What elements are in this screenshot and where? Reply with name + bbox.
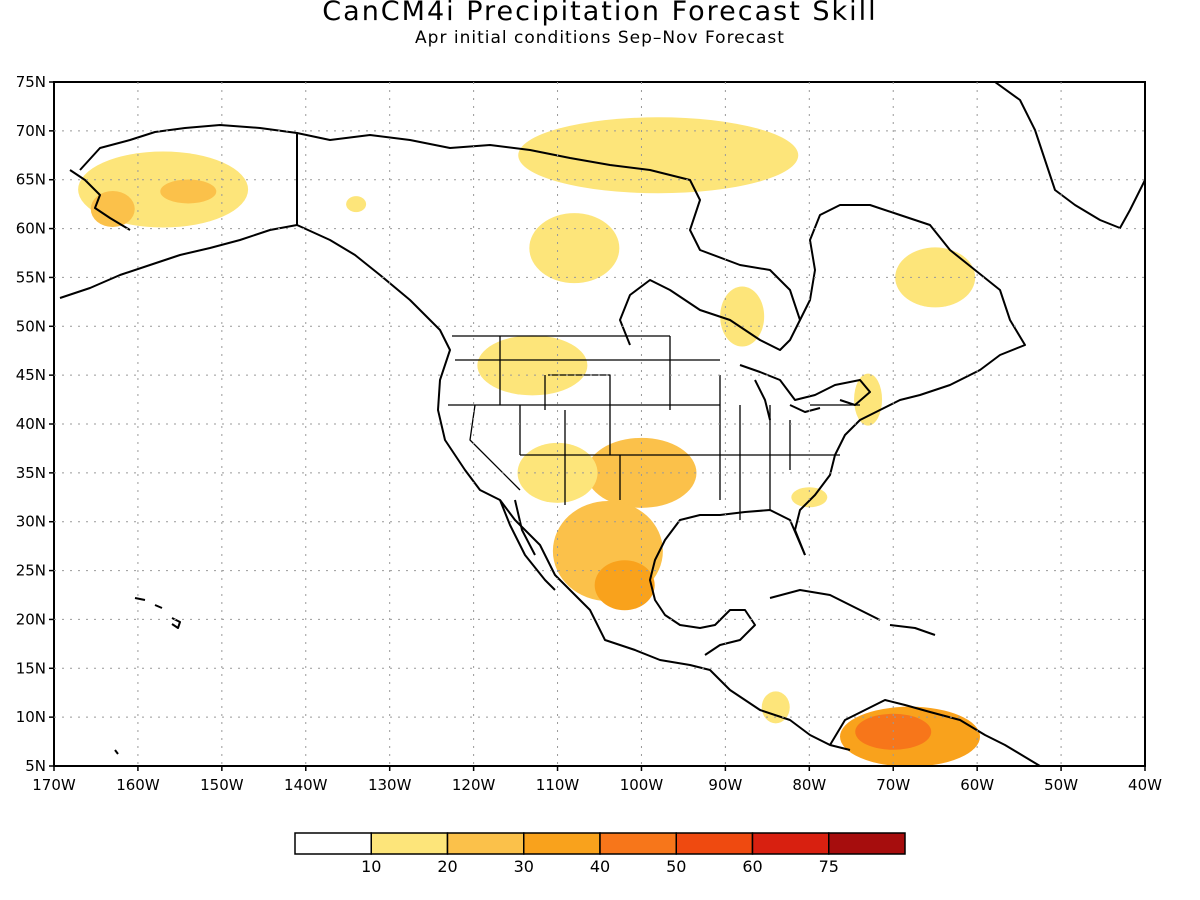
skill-shading-layer xyxy=(78,117,980,766)
colorbar-swatch xyxy=(523,832,601,855)
map-subtitle: Apr initial conditions Sep–Nov Forecast xyxy=(415,28,785,48)
skill-region-northern-rockies xyxy=(477,335,588,396)
graticule xyxy=(54,82,1145,766)
colorbar-swatch xyxy=(294,832,372,855)
skill-region-hudson-patch xyxy=(720,286,765,347)
lat-tick-label: 50N xyxy=(16,317,46,335)
lat-tick-label: 10N xyxy=(16,708,46,726)
lat-tick-label: 45N xyxy=(16,366,46,384)
skill-region-northeast-us xyxy=(854,373,883,426)
colorbar-swatch xyxy=(599,832,677,855)
baja-coastline xyxy=(499,499,556,591)
lon-tick-label: 110W xyxy=(536,776,580,794)
us-state-boundaries xyxy=(448,335,860,520)
lon-tick-label: 100W xyxy=(620,776,664,794)
hispaniola-coastline xyxy=(889,624,936,636)
skill-region-southwest-alaska xyxy=(90,191,135,228)
alaska-peninsula-coastline xyxy=(59,169,298,299)
lat-tick-label: 55N xyxy=(16,268,46,286)
map-plot-area xyxy=(53,81,1146,767)
greenland-coastline xyxy=(994,82,1145,229)
lat-tick-label: 25N xyxy=(16,562,46,580)
skill-region-colorado-plateau xyxy=(517,442,598,503)
alaska-coastline xyxy=(79,124,851,751)
colorbar-label: 40 xyxy=(590,857,610,876)
cuba-coastline xyxy=(769,589,881,621)
lat-tick-label: 75N xyxy=(16,73,46,91)
lat-tick-label: 30N xyxy=(16,513,46,531)
lon-tick-label: 140W xyxy=(284,776,328,794)
colorbar-swatch xyxy=(828,832,906,855)
colorbar-label: 50 xyxy=(666,857,686,876)
skill-region-northwest-territories xyxy=(529,213,620,284)
colorbar-label: 10 xyxy=(361,857,381,876)
great-lakes-coastline xyxy=(739,364,871,421)
colorbar-label: 20 xyxy=(437,857,457,876)
lon-tick-label: 70W xyxy=(876,776,910,794)
lon-tick-label: 40W xyxy=(1128,776,1162,794)
lat-tick-label: 70N xyxy=(16,122,46,140)
lat-tick-label: 5N xyxy=(25,757,46,775)
coastlines-layer xyxy=(59,82,1145,766)
hawaii-coastline xyxy=(114,597,181,755)
lat-tick-label: 40N xyxy=(16,415,46,433)
canada-arctic-coastline xyxy=(296,132,801,351)
lat-tick-label: 60N xyxy=(16,220,46,238)
colorbar-swatch xyxy=(751,832,830,855)
lon-tick-label: 60W xyxy=(960,776,994,794)
skill-region-alaska-core xyxy=(160,179,217,204)
latitude-tick-labels: 5N 10N 15N 20N 25N 30N 35N 40N 45N 50N 55N 60N 65N 70… xyxy=(16,73,54,775)
lon-tick-label: 90W xyxy=(708,776,742,794)
longitude-tick-labels: 170W 160W 150W 140W 130W 120W 110W 100W 90W 80W 70… xyxy=(32,766,1162,794)
map-title: CanCM4i Precipitation Forecast Skill xyxy=(322,0,878,27)
skill-region-central-mexico-core xyxy=(594,560,655,611)
lat-tick-label: 65N xyxy=(16,171,46,189)
lon-tick-label: 170W xyxy=(32,776,76,794)
lat-tick-label: 20N xyxy=(16,610,46,628)
skill-region-yukon-patch xyxy=(346,196,367,213)
colorbar-label: 60 xyxy=(742,857,762,876)
skill-region-central-america xyxy=(761,691,790,724)
hudson-bay-east-coastline xyxy=(794,204,1026,556)
lon-tick-label: 80W xyxy=(792,776,826,794)
lon-tick-label: 160W xyxy=(116,776,160,794)
lat-tick-label: 35N xyxy=(16,464,46,482)
gulf-coastline xyxy=(649,509,806,656)
colorbar-swatch xyxy=(446,832,525,855)
lon-tick-label: 150W xyxy=(200,776,244,794)
lon-tick-label: 50W xyxy=(1044,776,1078,794)
colorbar-swatch xyxy=(675,832,754,855)
colorbar: 10 20 30 40 50 60 75 xyxy=(294,832,906,876)
lat-tick-label: 15N xyxy=(16,659,46,677)
colorbar-label: 75 xyxy=(819,857,839,876)
lon-tick-label: 120W xyxy=(452,776,496,794)
colorbar-label: 30 xyxy=(514,857,534,876)
lon-tick-label: 130W xyxy=(368,776,412,794)
skill-region-southeast-us xyxy=(791,487,828,508)
south-america-coastline xyxy=(829,699,1041,766)
skill-region-canadian-arctic xyxy=(518,117,799,194)
colorbar-swatch xyxy=(370,832,449,855)
